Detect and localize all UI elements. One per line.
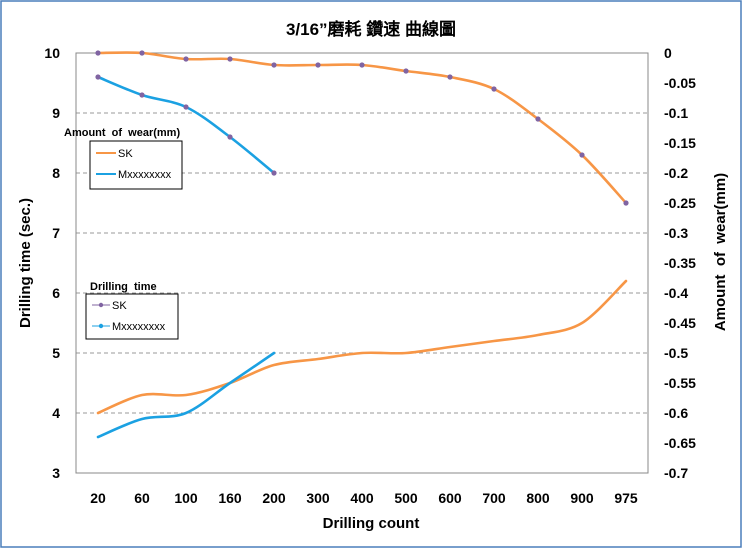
legend-time-title: Drilling time: [90, 281, 157, 293]
right-tick-label: -0.45: [664, 315, 696, 331]
data-point-wear-mxxxxxxxx: [227, 134, 233, 140]
series-lines: [95, 50, 629, 439]
legend-time-sk-marker: [98, 302, 104, 308]
data-point-wear-sk: [315, 62, 321, 68]
x-tick-label: 800: [526, 490, 550, 506]
legend-wear: Amount of wear(mm) SK Mxxxxxxxx: [64, 127, 183, 190]
data-point-wear-sk: [623, 200, 629, 206]
plot-frame: [75, 52, 649, 474]
data-point-wear-sk: [403, 68, 409, 74]
legend-time-mx-marker: [98, 323, 104, 329]
left-axis-title: Drilling time (sec.): [17, 198, 34, 328]
legend-time-sk-label: SK: [112, 300, 127, 312]
right-tick-label: -0.6: [664, 405, 688, 421]
right-tick-label: -0.35: [664, 255, 696, 271]
x-tick-label: 500: [394, 490, 418, 506]
x-tick-label: 20: [90, 490, 106, 506]
right-tick-label: -0.55: [664, 375, 696, 391]
legend-wear-box: [89, 140, 183, 190]
series-line-time-sk: [96, 279, 628, 415]
right-tick-label: -0.2: [664, 165, 688, 181]
data-point-wear-sk: [183, 56, 189, 62]
series-line-time-mxxxxxxxx: [96, 351, 276, 439]
data-point-wear-sk: [491, 86, 497, 92]
left-tick-label: 6: [52, 285, 60, 301]
x-tick-label: 160: [218, 490, 242, 506]
left-tick-label: 4: [52, 405, 60, 421]
right-tick-label: -0.4: [664, 285, 688, 301]
right-tick-label: -0.05: [664, 75, 696, 91]
x-tick-label: 200: [262, 490, 286, 506]
left-tick-label: 7: [52, 225, 60, 241]
data-point-wear-mxxxxxxxx: [183, 104, 189, 110]
chart-title: 3/16”磨耗 鑽速 曲線圖: [286, 19, 456, 39]
legend-wear-sk-label: SK: [118, 148, 133, 160]
x-tick-label: 100: [174, 490, 198, 506]
x-tick-label: 300: [306, 490, 330, 506]
legend-wear-mx-label: Mxxxxxxxx: [118, 169, 172, 181]
right-tick-label: -0.65: [664, 435, 696, 451]
x-tick-label: 975: [614, 490, 638, 506]
right-tick-label: -0.15: [664, 135, 696, 151]
left-tick-label: 9: [52, 105, 60, 121]
x-tick-label: 900: [570, 490, 594, 506]
data-point-wear-sk: [579, 152, 585, 158]
data-point-wear-mxxxxxxxx: [139, 92, 145, 98]
data-point-wear-sk: [447, 74, 453, 80]
left-tick-label: 8: [52, 165, 60, 181]
right-axis-title: Amount of wear(mm): [712, 173, 729, 331]
data-point-wear-sk: [227, 56, 233, 62]
right-tick-label: -0.5: [664, 345, 688, 361]
right-tick-label: -0.1: [664, 105, 688, 121]
x-tick-label: 400: [350, 490, 374, 506]
legend-time: Drilling time SK Mxxxxxxxx: [85, 281, 179, 340]
right-tick-label: -0.3: [664, 225, 688, 241]
x-tick-label: 60: [134, 490, 150, 506]
data-point-wear-sk: [95, 50, 101, 56]
x-tick-label: 600: [438, 490, 462, 506]
data-point-wear-mxxxxxxxx: [271, 170, 277, 176]
legend-time-mx-label: Mxxxxxxxx: [112, 321, 166, 333]
legend-wear-title: Amount of wear(mm): [64, 127, 180, 139]
data-point-wear-sk: [535, 116, 541, 122]
data-point-wear-sk: [271, 62, 277, 68]
left-tick-label: 5: [52, 345, 60, 361]
legend-time-box: [85, 293, 179, 340]
right-tick-label: -0.25: [664, 195, 696, 211]
data-point-wear-sk: [139, 50, 145, 56]
left-tick-label: 10: [44, 45, 60, 61]
left-tick-label: 3: [52, 465, 60, 481]
right-tick-label: -0.7: [664, 465, 688, 481]
x-tick-label: 700: [482, 490, 506, 506]
data-point-wear-sk: [359, 62, 365, 68]
right-tick-label: 0: [664, 45, 672, 61]
data-point-wear-mxxxxxxxx: [95, 74, 101, 80]
x-axis-title: Drilling count: [323, 515, 420, 532]
